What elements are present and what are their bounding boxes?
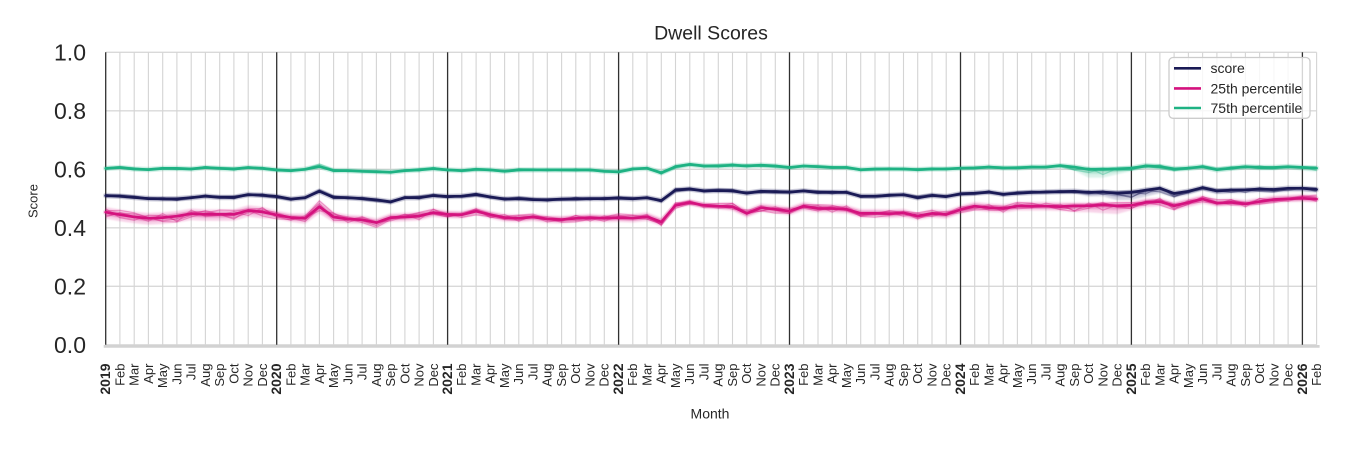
svg-text:Feb: Feb bbox=[283, 364, 298, 386]
svg-text:Jun: Jun bbox=[340, 364, 355, 385]
svg-text:Apr: Apr bbox=[825, 363, 840, 384]
svg-text:2020: 2020 bbox=[268, 363, 284, 394]
svg-text:Jul: Jul bbox=[867, 363, 882, 380]
svg-text:Nov: Nov bbox=[412, 363, 427, 387]
svg-text:Jul: Jul bbox=[1038, 363, 1053, 380]
svg-text:Feb: Feb bbox=[625, 364, 640, 386]
svg-text:Sep: Sep bbox=[212, 364, 227, 387]
svg-text:Dec: Dec bbox=[1110, 363, 1125, 387]
svg-text:Jun: Jun bbox=[853, 364, 868, 385]
svg-text:Aug: Aug bbox=[1224, 364, 1239, 387]
svg-text:2024: 2024 bbox=[952, 363, 968, 394]
svg-text:score: score bbox=[1211, 60, 1245, 76]
svg-text:25th percentile: 25th percentile bbox=[1211, 80, 1303, 96]
svg-text:Aug: Aug bbox=[198, 364, 213, 387]
svg-text:Nov: Nov bbox=[583, 363, 598, 387]
svg-text:Nov: Nov bbox=[1095, 363, 1110, 387]
svg-text:Feb: Feb bbox=[454, 364, 469, 386]
svg-text:0.0: 0.0 bbox=[54, 332, 86, 358]
svg-text:May: May bbox=[668, 363, 683, 388]
svg-text:Aug: Aug bbox=[882, 364, 897, 387]
svg-text:Jul: Jul bbox=[526, 363, 541, 380]
svg-text:Dec: Dec bbox=[255, 363, 270, 387]
svg-text:Jun: Jun bbox=[169, 364, 184, 385]
svg-text:Sep: Sep bbox=[383, 364, 398, 387]
svg-text:Nov: Nov bbox=[1266, 363, 1281, 387]
svg-text:Mar: Mar bbox=[639, 363, 654, 386]
svg-text:May: May bbox=[839, 363, 854, 388]
svg-text:Aug: Aug bbox=[369, 364, 384, 387]
svg-text:Nov: Nov bbox=[241, 363, 256, 387]
svg-text:May: May bbox=[155, 363, 170, 388]
svg-text:Mar: Mar bbox=[469, 363, 484, 386]
svg-text:0.8: 0.8 bbox=[54, 98, 86, 124]
svg-text:0.6: 0.6 bbox=[54, 156, 86, 182]
svg-text:Sep: Sep bbox=[896, 364, 911, 387]
svg-text:Oct: Oct bbox=[910, 363, 925, 384]
svg-text:Score: Score bbox=[26, 184, 41, 218]
svg-text:Sep: Sep bbox=[725, 364, 740, 387]
svg-text:Apr: Apr bbox=[483, 363, 498, 384]
svg-text:Feb: Feb bbox=[1138, 364, 1153, 386]
svg-text:May: May bbox=[1181, 363, 1196, 388]
svg-text:Oct: Oct bbox=[397, 363, 412, 384]
svg-text:Aug: Aug bbox=[1053, 364, 1068, 387]
svg-text:Oct: Oct bbox=[739, 363, 754, 384]
svg-text:Oct: Oct bbox=[568, 363, 583, 384]
svg-text:Jul: Jul bbox=[355, 363, 370, 380]
svg-text:Dec: Dec bbox=[768, 363, 783, 387]
svg-text:2021: 2021 bbox=[439, 363, 455, 394]
svg-text:Nov: Nov bbox=[924, 363, 939, 387]
svg-text:2025: 2025 bbox=[1123, 363, 1139, 394]
svg-text:Jun: Jun bbox=[511, 364, 526, 385]
svg-text:Jul: Jul bbox=[696, 363, 711, 380]
svg-text:0.4: 0.4 bbox=[54, 215, 86, 241]
svg-text:Sep: Sep bbox=[1067, 364, 1082, 387]
svg-text:Sep: Sep bbox=[1238, 364, 1253, 387]
svg-text:Oct: Oct bbox=[1081, 363, 1096, 384]
svg-text:2026: 2026 bbox=[1294, 363, 1310, 394]
svg-text:Apr: Apr bbox=[996, 363, 1011, 384]
svg-text:Dec: Dec bbox=[939, 363, 954, 387]
svg-text:Dec: Dec bbox=[426, 363, 441, 387]
svg-text:Jun: Jun bbox=[682, 364, 697, 385]
svg-text:1.0: 1.0 bbox=[54, 39, 86, 65]
svg-text:Feb: Feb bbox=[112, 364, 127, 386]
svg-text:Dec: Dec bbox=[597, 363, 612, 387]
svg-text:Mar: Mar bbox=[298, 363, 313, 386]
svg-text:Dec: Dec bbox=[1281, 363, 1296, 387]
svg-text:0.2: 0.2 bbox=[54, 273, 86, 299]
svg-text:Apr: Apr bbox=[141, 363, 156, 384]
svg-text:Oct: Oct bbox=[1252, 363, 1267, 384]
svg-text:2023: 2023 bbox=[781, 363, 797, 394]
svg-text:75th percentile: 75th percentile bbox=[1211, 100, 1303, 116]
svg-text:2022: 2022 bbox=[610, 363, 626, 394]
svg-text:Feb: Feb bbox=[967, 364, 982, 386]
svg-text:2019: 2019 bbox=[97, 363, 113, 394]
svg-text:Apr: Apr bbox=[654, 363, 669, 384]
svg-text:Apr: Apr bbox=[1167, 363, 1182, 384]
svg-text:May: May bbox=[497, 363, 512, 388]
svg-text:Nov: Nov bbox=[753, 363, 768, 387]
svg-text:Aug: Aug bbox=[711, 364, 726, 387]
svg-text:Jul: Jul bbox=[1209, 363, 1224, 380]
svg-text:Mar: Mar bbox=[810, 363, 825, 386]
svg-text:Feb: Feb bbox=[796, 364, 811, 386]
svg-text:Sep: Sep bbox=[554, 364, 569, 387]
svg-text:Mar: Mar bbox=[127, 363, 142, 386]
svg-text:Apr: Apr bbox=[312, 363, 327, 384]
svg-text:Jul: Jul bbox=[184, 363, 199, 380]
svg-text:Feb: Feb bbox=[1309, 364, 1324, 386]
svg-text:Mar: Mar bbox=[981, 363, 996, 386]
svg-text:Jun: Jun bbox=[1024, 364, 1039, 385]
svg-text:Aug: Aug bbox=[540, 364, 555, 387]
svg-text:Oct: Oct bbox=[226, 363, 241, 384]
svg-text:May: May bbox=[326, 363, 341, 388]
svg-text:Month: Month bbox=[691, 406, 730, 422]
svg-text:Dwell Scores: Dwell Scores bbox=[654, 23, 768, 45]
svg-text:Mar: Mar bbox=[1152, 363, 1167, 386]
svg-text:Jun: Jun bbox=[1195, 364, 1210, 385]
svg-text:May: May bbox=[1010, 363, 1025, 388]
